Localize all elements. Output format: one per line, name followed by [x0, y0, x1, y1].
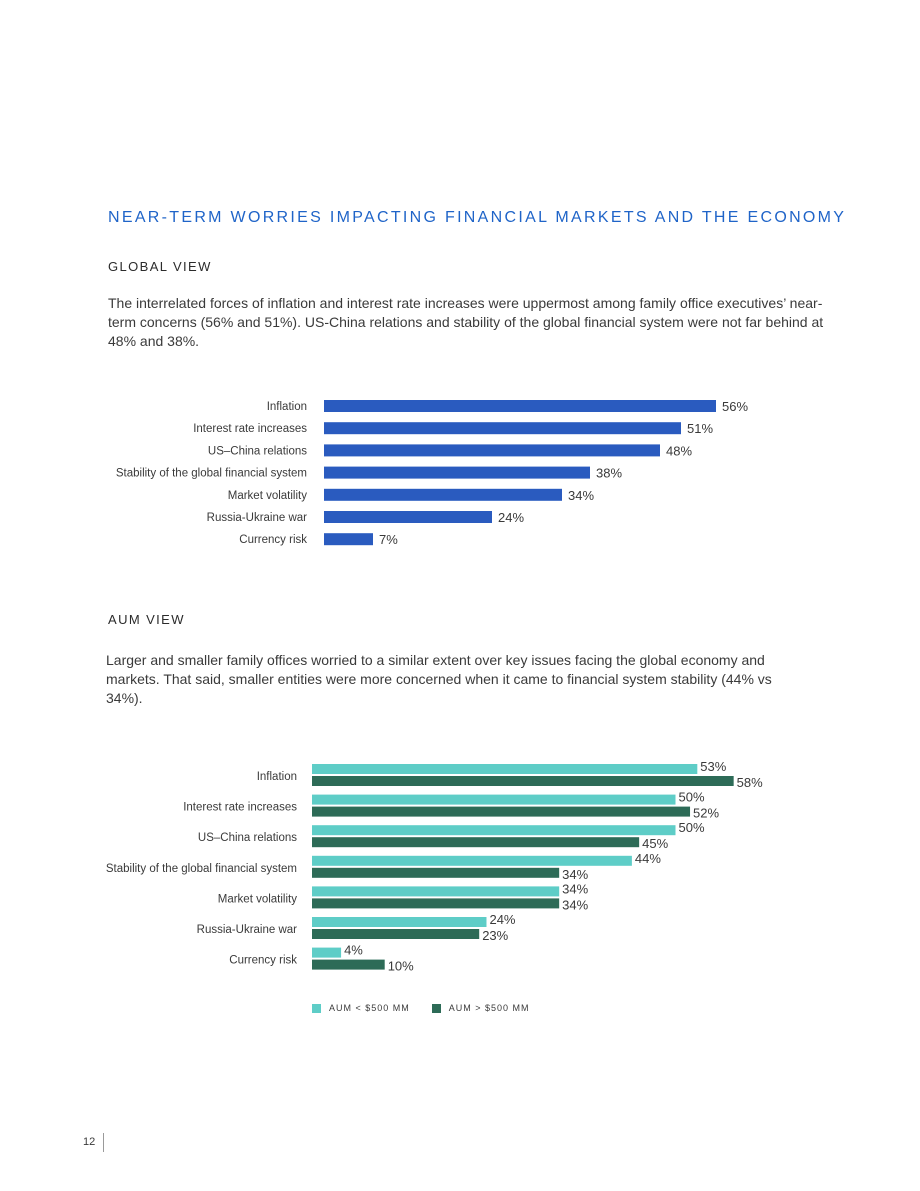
category-label: Interest rate increases [193, 423, 307, 435]
bar [324, 444, 660, 457]
bar-small-aum [312, 886, 560, 897]
bar [324, 533, 373, 546]
page-number-divider [103, 1133, 104, 1152]
value-label: 58% [737, 775, 763, 790]
legend-swatch-large-aum [431, 1003, 441, 1013]
legend-item-large-aum: AUM > $500 MM [431, 1003, 530, 1013]
value-label: 53% [700, 759, 726, 774]
category-label: Russia-Ukraine war [207, 512, 308, 524]
value-label: 51% [687, 421, 713, 436]
category-label: Interest rate increases [183, 802, 297, 814]
value-label: 50% [679, 790, 705, 805]
value-label: 44% [635, 851, 661, 866]
category-label: Market volatility [228, 490, 307, 502]
value-label: 52% [693, 806, 719, 821]
value-label: 38% [596, 466, 622, 481]
aum-chart-legend: AUM < $500 MM AUM > $500 MM [312, 1003, 530, 1013]
legend-item-small-aum: AUM < $500 MM [312, 1003, 410, 1013]
category-label: Russia-Ukraine war [197, 924, 298, 936]
value-label: 34% [562, 867, 588, 882]
bar-large-aum [312, 929, 480, 939]
aum-view-heading: AUM VIEW [108, 612, 185, 627]
category-label: Inflation [267, 401, 307, 413]
bar-large-aum [312, 776, 734, 786]
bar-large-aum [312, 867, 560, 878]
legend-swatch-small-aum [312, 1003, 321, 1013]
category-label: Stability of the global financial system [116, 468, 307, 480]
value-label: 34% [562, 881, 588, 896]
value-label: 7% [379, 532, 398, 547]
category-label: US–China relations [198, 832, 297, 844]
category-label: Inflation [257, 771, 297, 783]
value-label: 50% [679, 820, 705, 835]
bar [324, 511, 492, 523]
category-label: Currency risk [229, 955, 297, 967]
value-label: 24% [489, 912, 515, 927]
value-label: 4% [344, 943, 363, 958]
bar-small-aum [312, 794, 676, 805]
bar-large-aum [312, 959, 385, 970]
bar-small-aum [312, 764, 698, 774]
bar-large-aum [312, 806, 691, 817]
category-label: US–China relations [208, 445, 307, 457]
aum-view-chart: Inflation 53% 58% Interest rate increases 50… [106, 759, 763, 974]
page-title: NEAR-TERM WORRIES IMPACTING FINANCIAL MA… [108, 209, 847, 226]
value-label: 48% [666, 443, 692, 458]
bar-large-aum [312, 837, 640, 848]
global-view-chart: Inflation 56% Interest rate increases 51% US… [116, 399, 749, 547]
value-label: 56% [722, 399, 748, 414]
bar-small-aum [312, 855, 632, 866]
bar-large-aum [312, 898, 560, 909]
legend-label-small-aum: AUM < $500 MM [329, 1003, 410, 1013]
bar [324, 400, 716, 412]
category-label: Market volatility [218, 893, 297, 905]
value-label: 34% [568, 488, 594, 503]
bar-small-aum [312, 917, 487, 927]
value-label: 10% [388, 959, 414, 974]
category-label: Currency risk [239, 534, 307, 546]
value-label: 34% [562, 897, 588, 912]
aum-view-paragraph: Larger and smaller family offices worrie… [106, 652, 772, 706]
value-label: 45% [642, 836, 668, 851]
value-label: 23% [482, 928, 508, 943]
legend-label-large-aum: AUM > $500 MM [448, 1003, 530, 1013]
global-view-heading: GLOBAL VIEW [108, 259, 212, 274]
category-label: Stability of the global financial system [106, 863, 297, 875]
value-label: 24% [498, 510, 524, 525]
page-number: 12 [83, 1136, 96, 1148]
bar-small-aum [312, 947, 342, 958]
bar-small-aum [312, 825, 676, 836]
global-view-paragraph: The interrelated forces of inflation and… [108, 295, 824, 349]
bar [324, 488, 562, 501]
bar [324, 466, 590, 479]
bar [324, 422, 681, 435]
